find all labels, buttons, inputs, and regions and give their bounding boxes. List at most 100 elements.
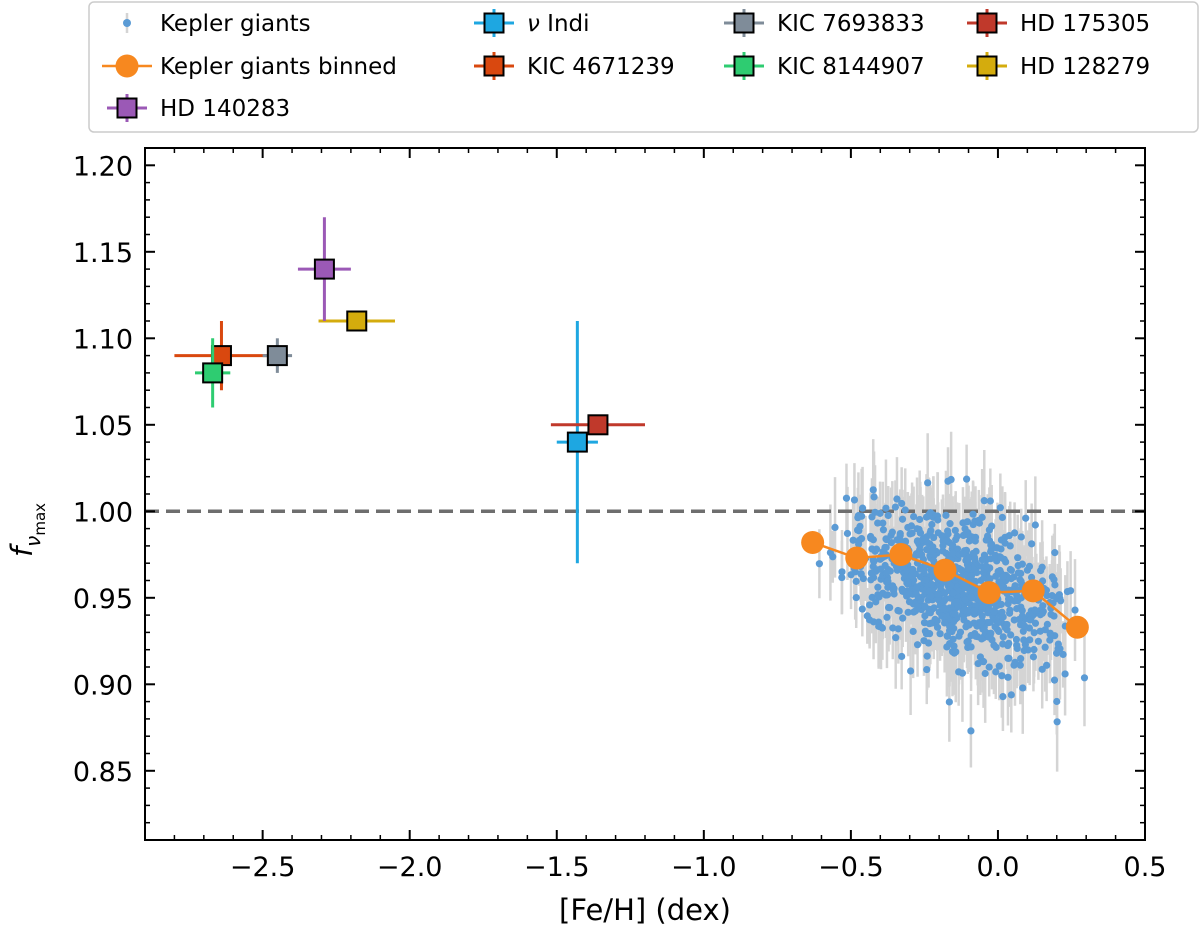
kepler-giant-point [874,591,882,599]
star--indi [556,321,598,564]
kepler-giant-point [1014,554,1022,562]
kepler-giant-point [909,627,917,636]
legend-label-kic-4671239: KIC 4671239 [527,54,675,80]
kepler-giant-point [961,596,969,604]
kepler-giant-point [1007,631,1015,639]
axes: −2.5 −2.0 −1.5 −1.0 −0.5 0.0 0.5 0.85 0.90 0.95 1.… [73,147,1166,883]
legend-handle [967,9,1007,37]
kepler-giant-point [934,529,942,537]
kepler-giant-point [964,564,972,572]
kepler-giant-point [925,630,934,638]
kepler-giant-point [969,549,977,558]
x-tick-label: −2.0 [377,852,443,883]
x-axis-label: [Fe/H] (dex) [559,893,731,927]
kepler-giant-point [892,634,900,642]
legend-handle [724,9,764,37]
kepler-giant-point [1038,609,1047,617]
kepler-giant-point [963,518,972,526]
kepler-giant-point [879,526,888,534]
kepler-giant-point [882,504,890,512]
kepler-giant-point [945,698,953,706]
kepler-giant-point [1006,565,1014,574]
kepler-giant-point [1017,569,1025,578]
kepler-giant-point [991,623,999,631]
y-tick-label: 1.00 [73,497,133,528]
kepler-giant-point [867,569,875,577]
kepler-giant-point [1014,561,1022,570]
x-tick-label: −1.5 [524,852,590,883]
kepler-giant-point [1059,650,1067,659]
kepler-giant-point [1026,616,1034,624]
kepler-giant-point [980,497,988,505]
y-tick-label: 0.90 [73,670,133,701]
kepler-giant-point [923,665,931,674]
kepler-giant-point [1041,626,1049,634]
star-marker [202,362,224,384]
star-marker [346,310,368,332]
kepler-giant-point [996,566,1004,575]
kepler-giant-point [893,566,901,574]
kepler-giant-point [1007,691,1015,699]
kepler-giant-point [911,607,920,615]
star-marker [266,345,288,367]
kepler-giant-point [997,553,1005,562]
kepler-giant-point [925,620,933,628]
kepler-giant-point [883,613,891,621]
kepler-giant-point [1006,542,1014,550]
kepler-giant-point [1030,645,1038,654]
kepler-giant-point [876,565,885,573]
kepler-giant-point [889,624,897,632]
kepler-giant-point [1017,577,1025,585]
kepler-giant-point [959,550,967,558]
y-tick-label: 0.95 [73,584,133,615]
kepler-giant-point [949,635,957,643]
legend-handle-marker [733,12,755,34]
kepler-giant-point [1041,643,1049,651]
kepler-giant-point [884,511,892,520]
kepler-giant-point [1004,654,1012,662]
kepler-giant-point [1029,653,1038,661]
x-tick-label: −0.5 [818,852,884,883]
kepler-giant-point [987,541,995,549]
star-hd-175305 [550,414,645,436]
legend-label-kepler-giants-binned: Kepler giants binned [160,54,397,80]
kepler-giant-point [999,633,1007,641]
kepler-giant-point [858,504,867,512]
kepler-giant-point [934,516,942,524]
kepler-giant-point [956,628,965,636]
kepler-giant-point [928,580,936,589]
legend-handle-marker [976,55,998,77]
kepler-giant-point [879,519,887,527]
kepler-giant-point [981,669,989,678]
kepler-giant-point [912,590,920,598]
kepler-giant-point [928,520,936,529]
kepler-giant-point [905,598,914,606]
kepler-giant-point [1053,697,1061,706]
kepler-giant-point [1031,619,1040,627]
kepler-giant-point [934,590,942,598]
kepler-giant-point [907,667,915,675]
kepler-giant-point [998,608,1006,616]
kepler-giant-point [1003,621,1011,629]
star-kic-8144907 [195,338,231,408]
kepler-giant-point [913,537,922,545]
kepler-giant-point [866,616,874,624]
kepler-giant-point [852,593,860,602]
binned-point [1021,579,1045,603]
kepler-giant-point [952,536,960,544]
kepler-giant-point [1071,606,1079,614]
legend-handle-binned [115,54,139,78]
kepler-giant-point [976,608,984,616]
legend-handle-marker [733,55,755,77]
kepler-giant-point [993,544,1002,552]
kepler-giant-point [925,510,933,519]
kepler-giant-point [971,537,979,545]
kepler-giant-point [921,602,929,611]
kepler-giant-point [849,536,857,544]
kepler-giant-point [972,632,980,640]
kepler-giant-point [854,514,862,522]
kepler-giant-point [857,570,865,578]
kepler-giant-point [895,607,903,615]
kepler-giant-point [975,519,984,527]
